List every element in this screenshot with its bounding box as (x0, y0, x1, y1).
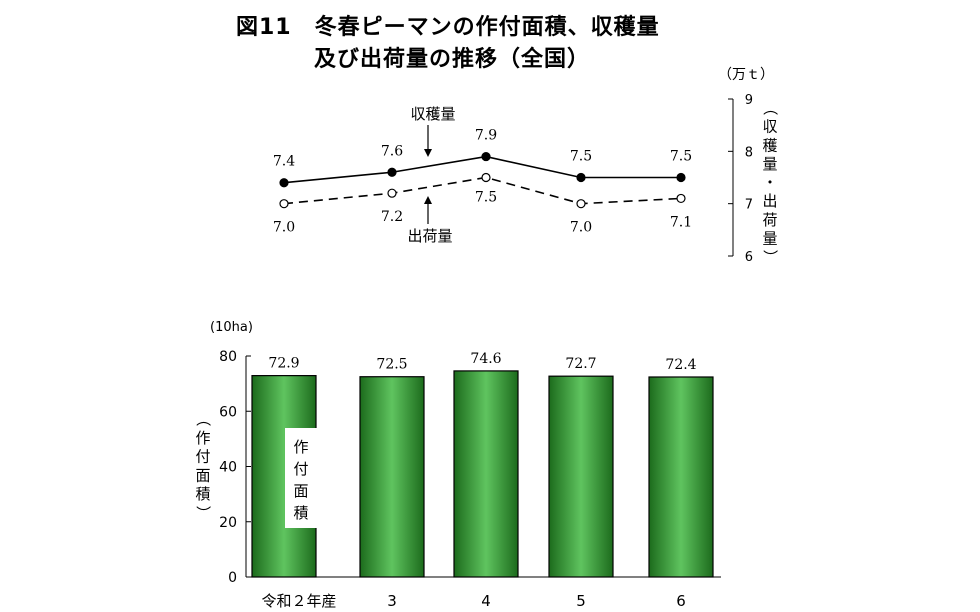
bar-y-axis-title-char: 作 (195, 429, 210, 447)
bar-y-tick-label: 20 (219, 515, 237, 531)
series-label-harvest: 収穫量 (410, 105, 455, 123)
line-y-tick-label: 7 (745, 198, 753, 213)
line-y-axis-title-char: 出 (762, 192, 777, 210)
bar-y-tick-label: 60 (219, 404, 237, 420)
line-y-axis-title-char: ） (761, 249, 779, 264)
bar (648, 376, 714, 578)
chart-title: 図11 冬春ピーマンの作付面積、収穫量 及び出荷量の推移（全国） (236, 12, 660, 76)
line-chart: （万ｔ） 6 7 8 9 7.4 7.6 7.9 7.5 7.5 7.0 7.2 7.5 7.0 7.1… (273, 67, 779, 265)
line-y-axis-title-char: （ (761, 100, 779, 115)
bar-value-label: 72.4 (665, 357, 696, 373)
line-y-tick-label: 8 (745, 145, 753, 160)
bar-y-axis-title-char: 積 (195, 485, 210, 503)
bar-value-label: 74.6 (470, 351, 501, 367)
data-point-shipment (387, 188, 397, 198)
bar (548, 375, 614, 578)
data-label-harvest: 7.9 (475, 128, 497, 144)
bar (453, 370, 519, 578)
bar-chart: (10ha) 0 20 40 60 80 72.9 令和２年産 72.5 3 74.6 4 72.7… (194, 320, 721, 610)
line-y-axis-title-char: 量 (762, 229, 777, 247)
data-label-shipment: 7.1 (670, 214, 692, 230)
x-tick-label: 令和２年産 (261, 592, 336, 610)
data-label-shipment: 7.5 (475, 190, 497, 206)
bar-y-tick-label: 80 (219, 349, 237, 365)
data-label-shipment: 7.0 (273, 220, 295, 236)
bar-y-axis-title-char: 面 (195, 466, 210, 484)
bar-y-axis-title-char: ） (194, 505, 212, 520)
bar-value-label: 72.5 (376, 357, 407, 373)
harvest-arrowhead (424, 149, 432, 157)
bar-value-label: 72.9 (268, 356, 299, 372)
data-point-harvest (387, 167, 397, 177)
data-label-harvest: 7.6 (381, 143, 403, 159)
line-y-axis-title-char: 荷 (762, 211, 777, 229)
data-point-harvest (576, 172, 586, 183)
bar-series-label-char: 付 (293, 460, 308, 478)
line-y-axis-title-char: ・ (762, 174, 777, 192)
bar-series-label-char: 面 (293, 482, 308, 500)
x-tick-label: 5 (576, 592, 586, 610)
data-point-harvest (279, 178, 289, 188)
x-tick-label: 3 (387, 592, 397, 610)
bar-value-label: 72.7 (565, 356, 596, 372)
chart-title-line2: 及び出荷量の推移（全国） (314, 47, 591, 72)
data-point-shipment (279, 199, 289, 209)
data-point-harvest (481, 151, 491, 162)
chart-title-line1: 図11 冬春ピーマンの作付面積、収穫量 (236, 15, 660, 40)
bar-series-label-box (285, 428, 317, 528)
x-tick-label: 6 (676, 592, 686, 610)
data-label-harvest: 7.5 (570, 149, 592, 165)
x-tick-label: 4 (481, 592, 491, 610)
data-label-shipment: 7.2 (381, 209, 403, 225)
data-label-harvest: 7.5 (670, 149, 692, 165)
data-label-harvest: 7.4 (273, 154, 295, 170)
line-y-axis-title-char: 収 (762, 118, 777, 136)
series-label-shipment: 出荷量 (407, 227, 452, 245)
bar-series-label-char: 積 (293, 504, 308, 522)
bar-unit-label: (10ha) (210, 320, 253, 335)
line-y-axis-title-char: 量 (762, 155, 777, 173)
line-y-axis-title-char: 穫 (762, 136, 777, 154)
line-unit-label: （万ｔ） (718, 67, 774, 83)
line-y-tick-label: 9 (745, 93, 753, 108)
bar-y-tick-label: 40 (219, 460, 237, 476)
bar-y-tick-label: 0 (228, 570, 237, 586)
bar (359, 376, 425, 578)
line-y-tick-label: 6 (745, 250, 753, 265)
data-label-shipment: 7.0 (570, 220, 592, 236)
shipment-arrowhead (424, 196, 432, 204)
bar-series-label-char: 作 (293, 438, 308, 456)
data-point-shipment (481, 172, 491, 183)
bar-y-axis-title-char: 付 (195, 448, 210, 466)
data-point-shipment (576, 199, 586, 209)
data-point-shipment (676, 193, 686, 204)
bar-y-axis-title-char: （ (194, 411, 212, 426)
data-point-harvest (676, 172, 686, 183)
